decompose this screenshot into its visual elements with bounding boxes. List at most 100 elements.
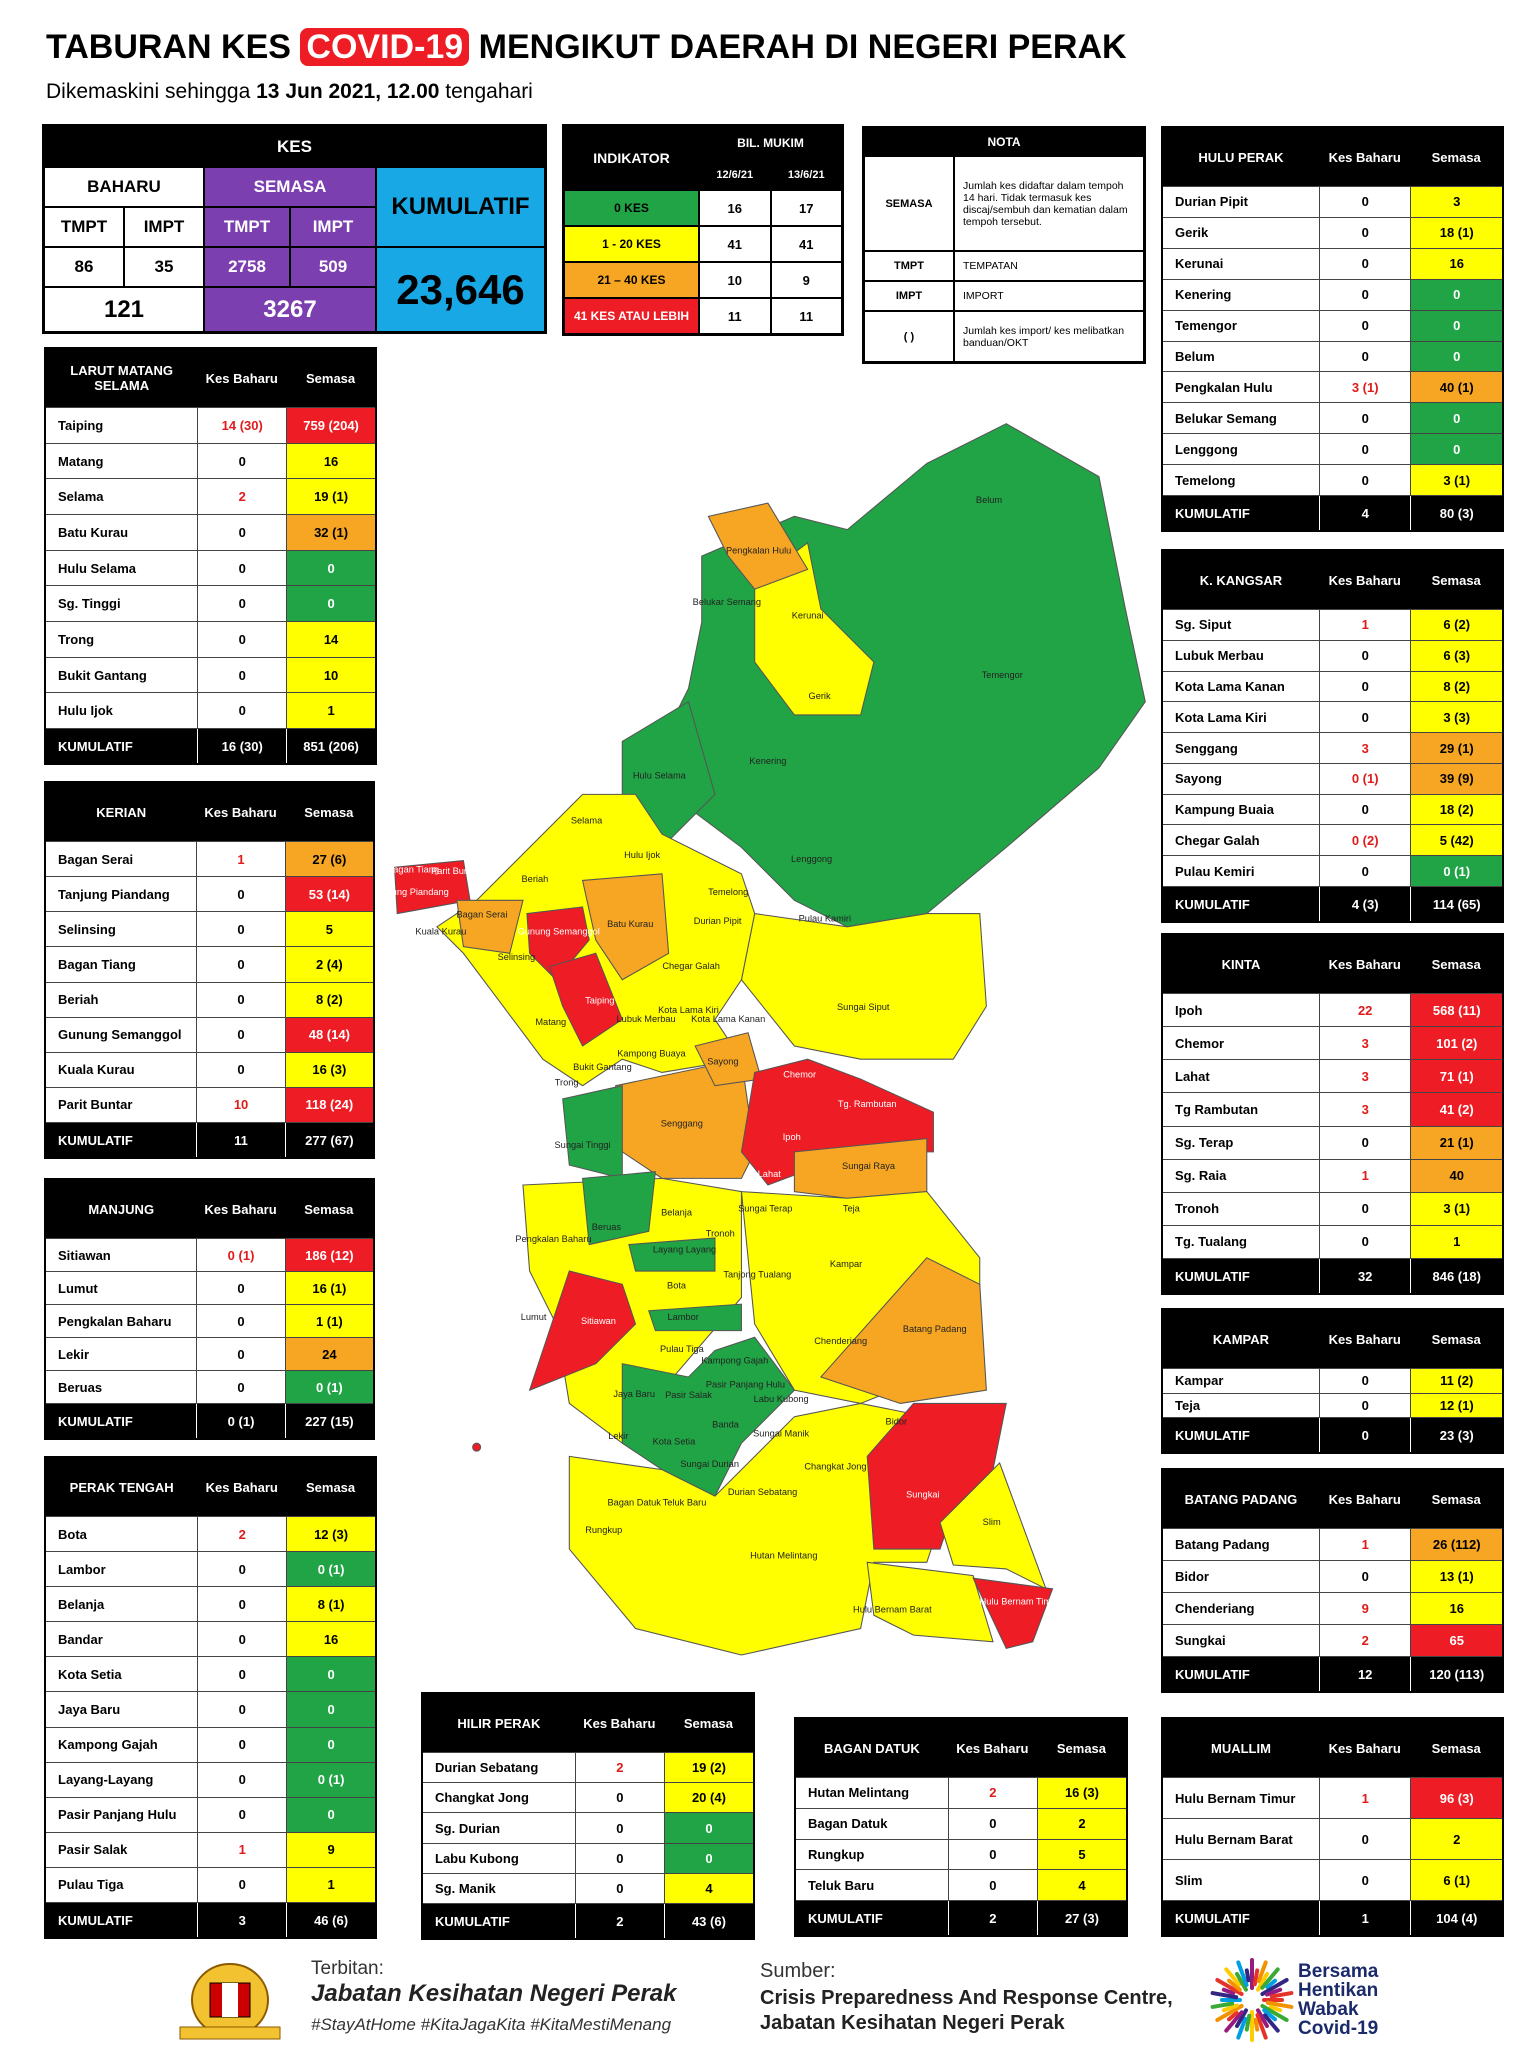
area-name: Kuala Kurau bbox=[58, 1062, 135, 1078]
area-name: Kenering bbox=[1175, 287, 1232, 303]
region bbox=[754, 541, 875, 716]
map-label: Senggang bbox=[661, 1119, 703, 1129]
district-name: KINTA bbox=[1221, 956, 1261, 972]
note-title: NOTA bbox=[864, 128, 1144, 156]
logo-ray bbox=[1227, 1978, 1242, 1992]
table-header: BAGAN DATUK Kes Baharu Semasa bbox=[796, 1719, 1126, 1777]
new-cases: 0 bbox=[196, 1371, 284, 1403]
cumulative-label: KUMULATIF bbox=[58, 738, 133, 754]
map-label: Chegar Galah bbox=[662, 961, 720, 971]
map-label: Beriah bbox=[522, 874, 549, 884]
new-cases: 0 bbox=[1318, 279, 1411, 310]
cumulative-row: KUMULATIF 2 27 (3) bbox=[796, 1900, 1126, 1935]
new-cases: 0 bbox=[1318, 187, 1411, 217]
indicator-value: 10 bbox=[699, 262, 771, 298]
table-row: Kuala Kurau 0 16 (3) bbox=[46, 1051, 373, 1087]
new-cases: 0 bbox=[197, 586, 286, 622]
table-row: Bagan Tiang 0 2 (4) bbox=[46, 946, 373, 982]
new-cases: 0 bbox=[196, 1052, 284, 1087]
active-cases: 96 (3) bbox=[1410, 1778, 1502, 1818]
table-row: Durian Sebatang 2 19 (2) bbox=[423, 1752, 753, 1783]
active-cases: 48 (14) bbox=[284, 1017, 373, 1052]
note-text: TEMPATAN bbox=[954, 251, 1144, 281]
new-cases: 0 (1) bbox=[196, 1239, 284, 1271]
new-cases: 1 bbox=[1318, 1529, 1411, 1560]
active-cases: 11 (2) bbox=[1410, 1369, 1502, 1393]
map-label: Temengor bbox=[982, 670, 1023, 680]
campaign-line: Wabak bbox=[1298, 1999, 1359, 2020]
map-label: Rungkup bbox=[585, 1525, 622, 1535]
column-header: Kes Baharu bbox=[956, 1740, 1029, 1756]
cumulative-row: KUMULATIF 32 846 (18) bbox=[1163, 1258, 1502, 1293]
cumulative-value: 43 (6) bbox=[663, 1904, 753, 1939]
cumulative-value: 11 bbox=[196, 1123, 284, 1157]
region bbox=[939, 1462, 1047, 1590]
area-name: Sayong bbox=[1175, 771, 1222, 787]
column-header: Kes Baharu bbox=[1328, 1491, 1401, 1507]
district-name: KAMPAR bbox=[1212, 1331, 1270, 1347]
active-cases: 8 (1) bbox=[286, 1587, 375, 1622]
new-cases: 0 bbox=[574, 1783, 664, 1813]
area-name: Pengkalan Baharu bbox=[58, 1313, 172, 1329]
table-row: Chegar Galah 0 (2) 5 (42) bbox=[1163, 824, 1502, 856]
active-cases: 0 (1) bbox=[286, 1762, 375, 1797]
new-cases: 0 bbox=[1318, 1819, 1411, 1859]
area-name: Slim bbox=[1175, 1872, 1203, 1888]
table-row: Rungkup 0 5 bbox=[796, 1838, 1126, 1870]
logo-ray bbox=[1221, 1987, 1236, 1996]
table-row: Pengkalan Baharu 0 1 (1) bbox=[46, 1304, 373, 1337]
area-name: Pengkalan Hulu bbox=[1175, 379, 1273, 395]
map-label: Bagan Tiang bbox=[387, 865, 439, 875]
area-name: Durian Sebatang bbox=[435, 1760, 539, 1776]
new-cases: 0 bbox=[947, 1839, 1037, 1870]
active-cases: 118 (24) bbox=[284, 1087, 373, 1122]
area-name: Rungkup bbox=[808, 1846, 865, 1862]
note-text: Jumlah kes didaftar dalam tempoh 14 hari… bbox=[954, 156, 1144, 251]
table-row: Temelong 0 3 (1) bbox=[1163, 464, 1502, 496]
district-name: HILIR PERAK bbox=[457, 1715, 541, 1731]
table-row: Temengor 0 0 bbox=[1163, 309, 1502, 341]
map-label: Taiping bbox=[585, 996, 614, 1006]
cumulative-row: KUMULATIF 0 23 (3) bbox=[1163, 1417, 1502, 1452]
new-cases: 2 bbox=[574, 1753, 664, 1783]
indicator-value: 41 bbox=[770, 226, 842, 262]
note-term: SEMASA bbox=[864, 156, 954, 251]
area-name: Kampar bbox=[1175, 1373, 1224, 1389]
new-cases: 0 bbox=[197, 622, 286, 657]
active-cases: 0 bbox=[286, 1692, 375, 1727]
table-row: Kota Setia 0 0 bbox=[46, 1656, 375, 1692]
table-row: Sg. Tinggi 0 0 bbox=[46, 585, 375, 622]
title: TABURAN KES COVID-19 MENGIKUT DAERAH DI … bbox=[46, 28, 1127, 67]
logo-ray bbox=[1244, 1968, 1251, 1983]
map-label: Lahat bbox=[758, 1169, 782, 1179]
map-label: Sungai Terap bbox=[738, 1203, 792, 1213]
active-cases: 40 (1) bbox=[1410, 372, 1502, 403]
logo-ray bbox=[1224, 2010, 1244, 2033]
table-row: Hulu Ijok 0 1 bbox=[46, 692, 375, 729]
active-cases: 24 bbox=[284, 1338, 373, 1370]
map-label: Selinsing bbox=[498, 952, 536, 962]
column-header: Semasa bbox=[683, 1715, 734, 1731]
active-cases: 0 bbox=[1410, 310, 1502, 341]
area-name: Lambor bbox=[58, 1561, 106, 1577]
area-name: Hulu Ijok bbox=[58, 703, 113, 719]
table-header: MANJUNG Kes Baharu Semasa bbox=[46, 1180, 373, 1238]
region bbox=[581, 1171, 656, 1246]
indicator-label: 0 KES bbox=[564, 190, 699, 226]
area-name: Chenderiang bbox=[1175, 1601, 1255, 1616]
indicator-date: 13/6/21 bbox=[770, 160, 842, 190]
new-cases: 14 (30) bbox=[197, 408, 286, 443]
map-label: Sungai Tinggi bbox=[555, 1140, 611, 1150]
table-row: Kampong Gajah 0 0 bbox=[46, 1726, 375, 1762]
source-label: Sumber: bbox=[760, 1960, 836, 1982]
column-header: Kes Baharu bbox=[1328, 1331, 1401, 1347]
new-cases: 0 bbox=[196, 1272, 284, 1304]
table-row: Lahat 3 71 (1) bbox=[1163, 1059, 1502, 1093]
table-row: Tronoh 0 3 (1) bbox=[1163, 1191, 1502, 1225]
active-cases: 16 (3) bbox=[1036, 1778, 1126, 1808]
table-row: Durian Pipit 0 3 bbox=[1163, 186, 1502, 217]
table-row: Pulau Kemiri 0 0 (1) bbox=[1163, 855, 1502, 887]
map-label: Kampar bbox=[830, 1259, 862, 1269]
map-label: Pengkalan Baharu bbox=[515, 1234, 591, 1244]
